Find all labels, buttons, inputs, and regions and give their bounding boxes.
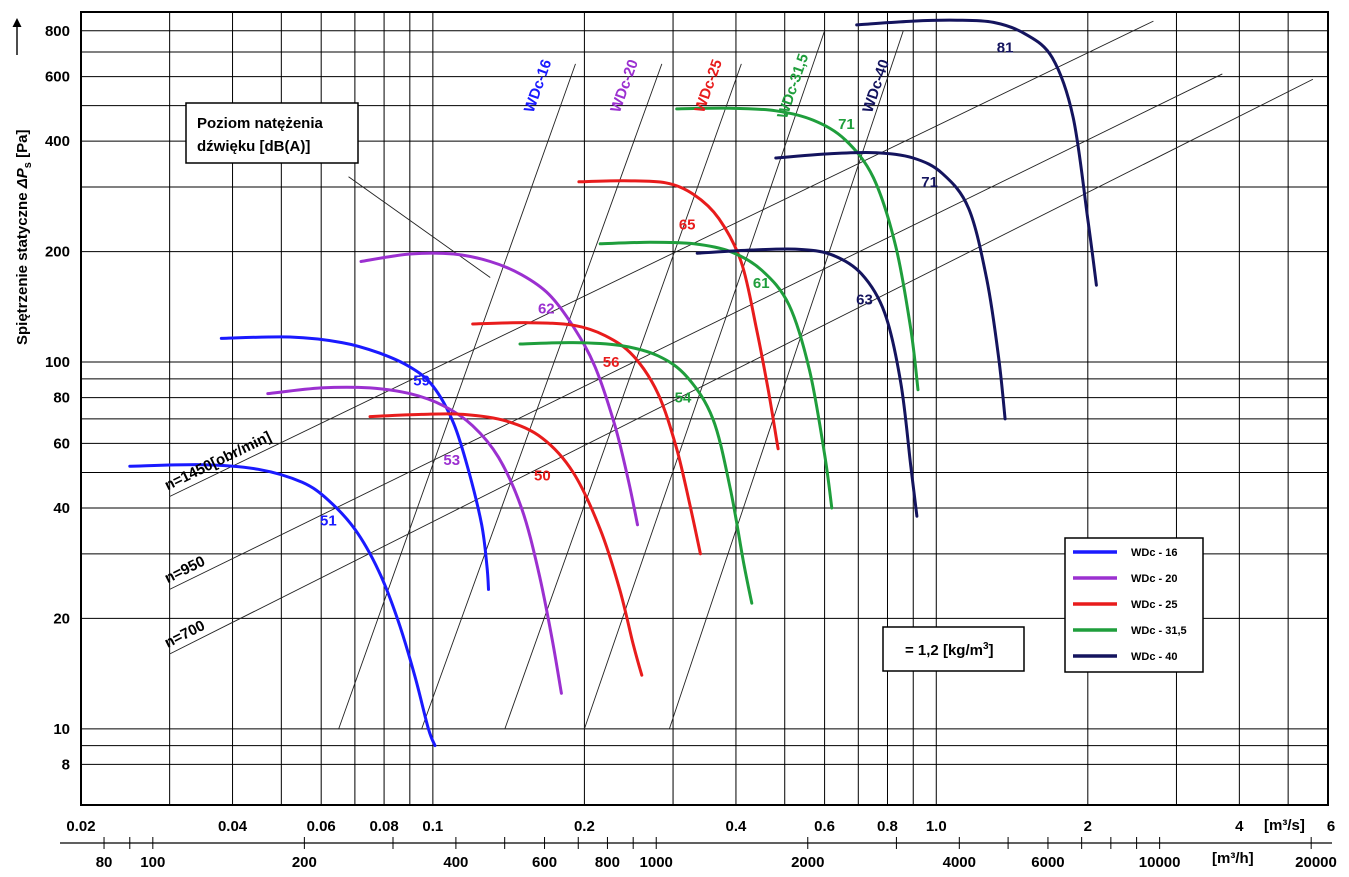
svg-text:Spiętrzenie statyczne ΔPs [Pa]: Spiętrzenie statyczne ΔPs [Pa] [14,130,34,345]
y-tick-label: 200 [45,244,70,261]
y-tick-label: 400 [45,133,70,150]
guide-lines [169,20,1314,729]
y-tick-label: 600 [45,69,70,86]
noise-level-label: 71 [921,174,938,191]
x-tick-label-m3s: 4 [1235,818,1244,835]
x-tick-label-m3s: 6 [1327,818,1335,835]
fan-curve-series-0-curve-0 [128,463,437,748]
noise-level-label: 71 [838,116,855,133]
axes: 800 600 400 200 100 80 60 40 20 10 8 0.02 0.04 0.06 0.… [45,23,1337,871]
fan-curve-series-2-curve-1 [471,321,702,556]
y-tick-label: 20 [53,610,70,627]
size-line-label: WDc-25 [691,57,725,115]
x-tick-label-m3s: 0.2 [574,818,595,835]
fan-curve-series-3-curve-0 [518,341,754,605]
x-tick-label-m3s: 0.06 [307,818,336,835]
x-tick-label-m3s: 0.08 [369,818,398,835]
size-guide-line [421,63,663,729]
noise-level-label: 53 [443,452,460,469]
fan-curve-series-1-curve-1 [359,251,639,527]
density-note: = 1,2 [kg/m3] [882,626,1025,672]
y-tick-label: 8 [62,756,70,773]
fan-curve-series-4-curve-1 [774,150,1007,421]
y-tick-label: 40 [53,500,70,517]
legend-label: WDc - 25 [1131,599,1177,611]
x-tick-label-m3h: 6000 [1031,854,1064,871]
size-guide-line [504,63,742,729]
speed-guide-line [169,20,1154,497]
x-tick-label-m3h: 200 [292,854,317,871]
speed-line-label: n=1450[obr/min] [162,428,274,494]
fan-curve-series-3-curve-1 [598,240,834,510]
noise-level-label: 51 [320,512,337,529]
fan-curve-series-3-curve-2 [675,106,920,392]
size-guide-line [668,30,904,729]
fan-curves [128,18,1098,748]
legend-label: WDc - 40 [1131,651,1177,663]
y-tick-label: 100 [45,354,70,371]
x-axis-unit-m3s: [m³/s] [1264,817,1305,834]
x-tick-label-m3s: 0.02 [66,818,95,835]
noise-level-label: 65 [679,217,696,234]
fan-curve-series-0-curve-1 [219,335,490,591]
noise-level-label: 54 [675,390,692,407]
fan-curve-series-4-curve-2 [855,18,1098,287]
size-guide-line [338,63,576,729]
noise-level-label: 50 [534,468,551,485]
x-tick-label-m3h: 20000 [1295,854,1337,871]
noise-level-label: 59 [413,373,430,390]
noise-level-label: 63 [856,292,873,309]
x-tick-label-m3h: 100 [140,854,165,871]
size-line-label: WDc-20 [607,57,642,115]
x-tick-label-m3s: 0.6 [814,818,835,835]
fan-curve-series-2-curve-2 [577,179,780,451]
y-axis-title: Spiętrzenie statyczne ΔPs [Pa] [14,130,34,345]
noise-level-label: 61 [753,275,770,292]
noise-leader-line [348,176,491,278]
x-tick-label-m3h: 80 [96,854,113,871]
x-tick-label-m3s: 0.8 [877,818,898,835]
noise-note-line-2: dźwięku [dB(A)] [197,138,310,155]
x-tick-label-m3h: 2000 [791,854,824,871]
fan-curve-series-4-curve-0 [695,247,919,518]
noise-level-note: Poziom natężenia dźwięku [dB(A)] [185,102,359,164]
x-tick-label-m3h: 800 [595,854,620,871]
fan-curve-series-2-curve-0 [368,412,644,677]
noise-level-label: 81 [997,40,1014,57]
x-tick-label-m3s: 1.0 [926,818,947,835]
x-tick-label-m3s: 0.04 [218,818,248,835]
x-tick-label-m3s: 0.1 [422,818,443,835]
y-tick-label: 10 [53,721,70,738]
density-note-text: = 1,2 [kg/m3] [905,641,994,659]
fan-curve-series-1-curve-0 [266,385,563,695]
y-axis-arrow-icon [12,18,22,55]
noise-note-line-1: Poziom natężenia [197,115,324,132]
legend-label: WDc - 20 [1131,573,1177,585]
speed-guide-line [169,73,1223,590]
legend-label: WDc - 16 [1131,547,1177,559]
plot-frame [80,11,1329,806]
size-line-label: WDc-16 [521,57,555,115]
size-line-label: WDc-31,5 [774,51,812,120]
x-tick-label-m3h: 600 [532,854,557,871]
noise-level-label: 56 [603,354,620,371]
x-tick-label-m3s: 2 [1084,818,1092,835]
x-axis-unit-m3h: [m³/h] [1212,850,1254,867]
x-tick-label-m3h: 4000 [943,854,976,871]
y-tick-label: 800 [45,23,70,40]
speed-guide-line [169,78,1314,655]
noise-level-label: 62 [538,300,555,317]
x-tick-label-m3h: 10000 [1139,854,1181,871]
x-tick-label-m3s: 0.4 [726,818,748,835]
legend: WDc - 16 WDc - 20 WDc - 25 WDc - 31,5 WDc - … [1064,537,1204,673]
legend-label: WDc - 31,5 [1131,625,1187,637]
x-tick-label-m3h: 1000 [640,854,673,871]
y-tick-label: 80 [53,390,70,407]
x-tick-label-m3h: 400 [443,854,468,871]
y-tick-label: 60 [53,435,70,452]
